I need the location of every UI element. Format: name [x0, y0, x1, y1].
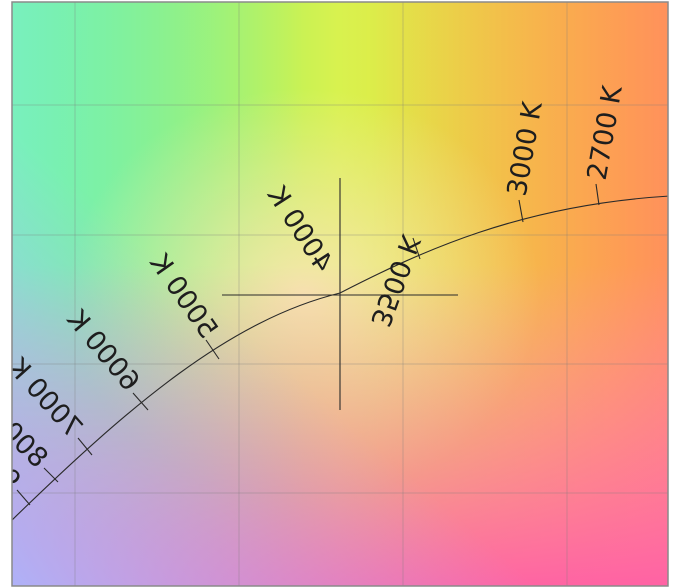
- tick-3500: [412, 237, 421, 260]
- tick-8000: [43, 467, 59, 483]
- tick-3000: [518, 199, 524, 223]
- tick-2700: [595, 183, 600, 206]
- plot-frame: [11, 1, 669, 587]
- tick-5000: [205, 339, 220, 360]
- tick-6000: [132, 392, 149, 411]
- tick-7000: [77, 437, 93, 456]
- crosshair-marker: [222, 178, 458, 410]
- cct-ticks: [16, 183, 600, 506]
- tick-9000: [16, 489, 31, 506]
